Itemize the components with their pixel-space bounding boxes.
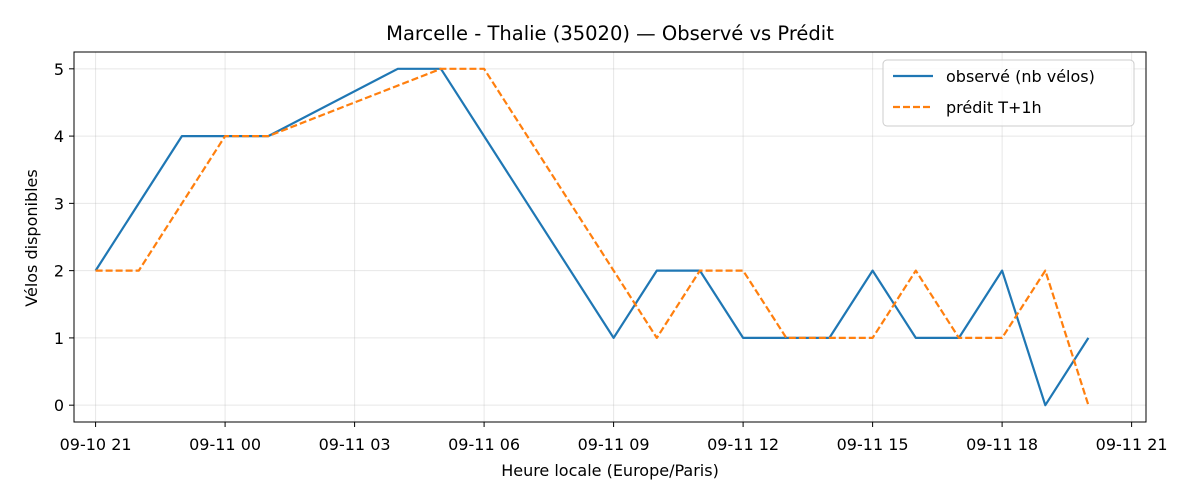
- observed-series-line: [94, 67, 1090, 407]
- x-tick-label: 09-11 12: [707, 435, 779, 454]
- legend-label-observed: observé (nb vélos): [946, 67, 1095, 86]
- y-tick-label: 0: [54, 396, 64, 415]
- x-tick-label: 09-11 18: [966, 435, 1038, 454]
- y-tick-label: 4: [54, 127, 64, 146]
- predicted-series-line: [95, 67, 1090, 406]
- x-axis-label: Heure locale (Europe/Paris): [501, 461, 719, 480]
- x-tick-label: 09-10 21: [60, 435, 132, 454]
- x-tick-label: 09-11 06: [448, 435, 520, 454]
- series-lines: [94, 67, 1090, 407]
- legend-label-predicted: prédit T+1h: [946, 98, 1042, 117]
- chart-title: Marcelle - Thalie (35020) — Observé vs P…: [386, 22, 834, 45]
- y-tick-label: 3: [54, 194, 64, 213]
- x-tick-label: 09-11 09: [578, 435, 650, 454]
- y-tick-label: 1: [54, 329, 64, 348]
- y-axis-label: Vélos disponibles: [22, 169, 41, 306]
- plot-frame: [73, 51, 1147, 423]
- axis-ticks: 09-10 21 09-11 00 09-11 03 09-11 06 09-11 09…: [54, 60, 1168, 454]
- legend-box: [882, 59, 1135, 127]
- y-tick-label: 5: [54, 60, 64, 79]
- x-tick-label: 09-11 00: [189, 435, 261, 454]
- y-tick-label: 2: [54, 262, 64, 281]
- x-tick-label: 09-11 03: [319, 435, 391, 454]
- x-tick-label: 09-11 15: [837, 435, 909, 454]
- legend: observé (nb vélos) prédit T+1h: [882, 59, 1135, 127]
- x-tick-label: 09-11 21: [1096, 435, 1168, 454]
